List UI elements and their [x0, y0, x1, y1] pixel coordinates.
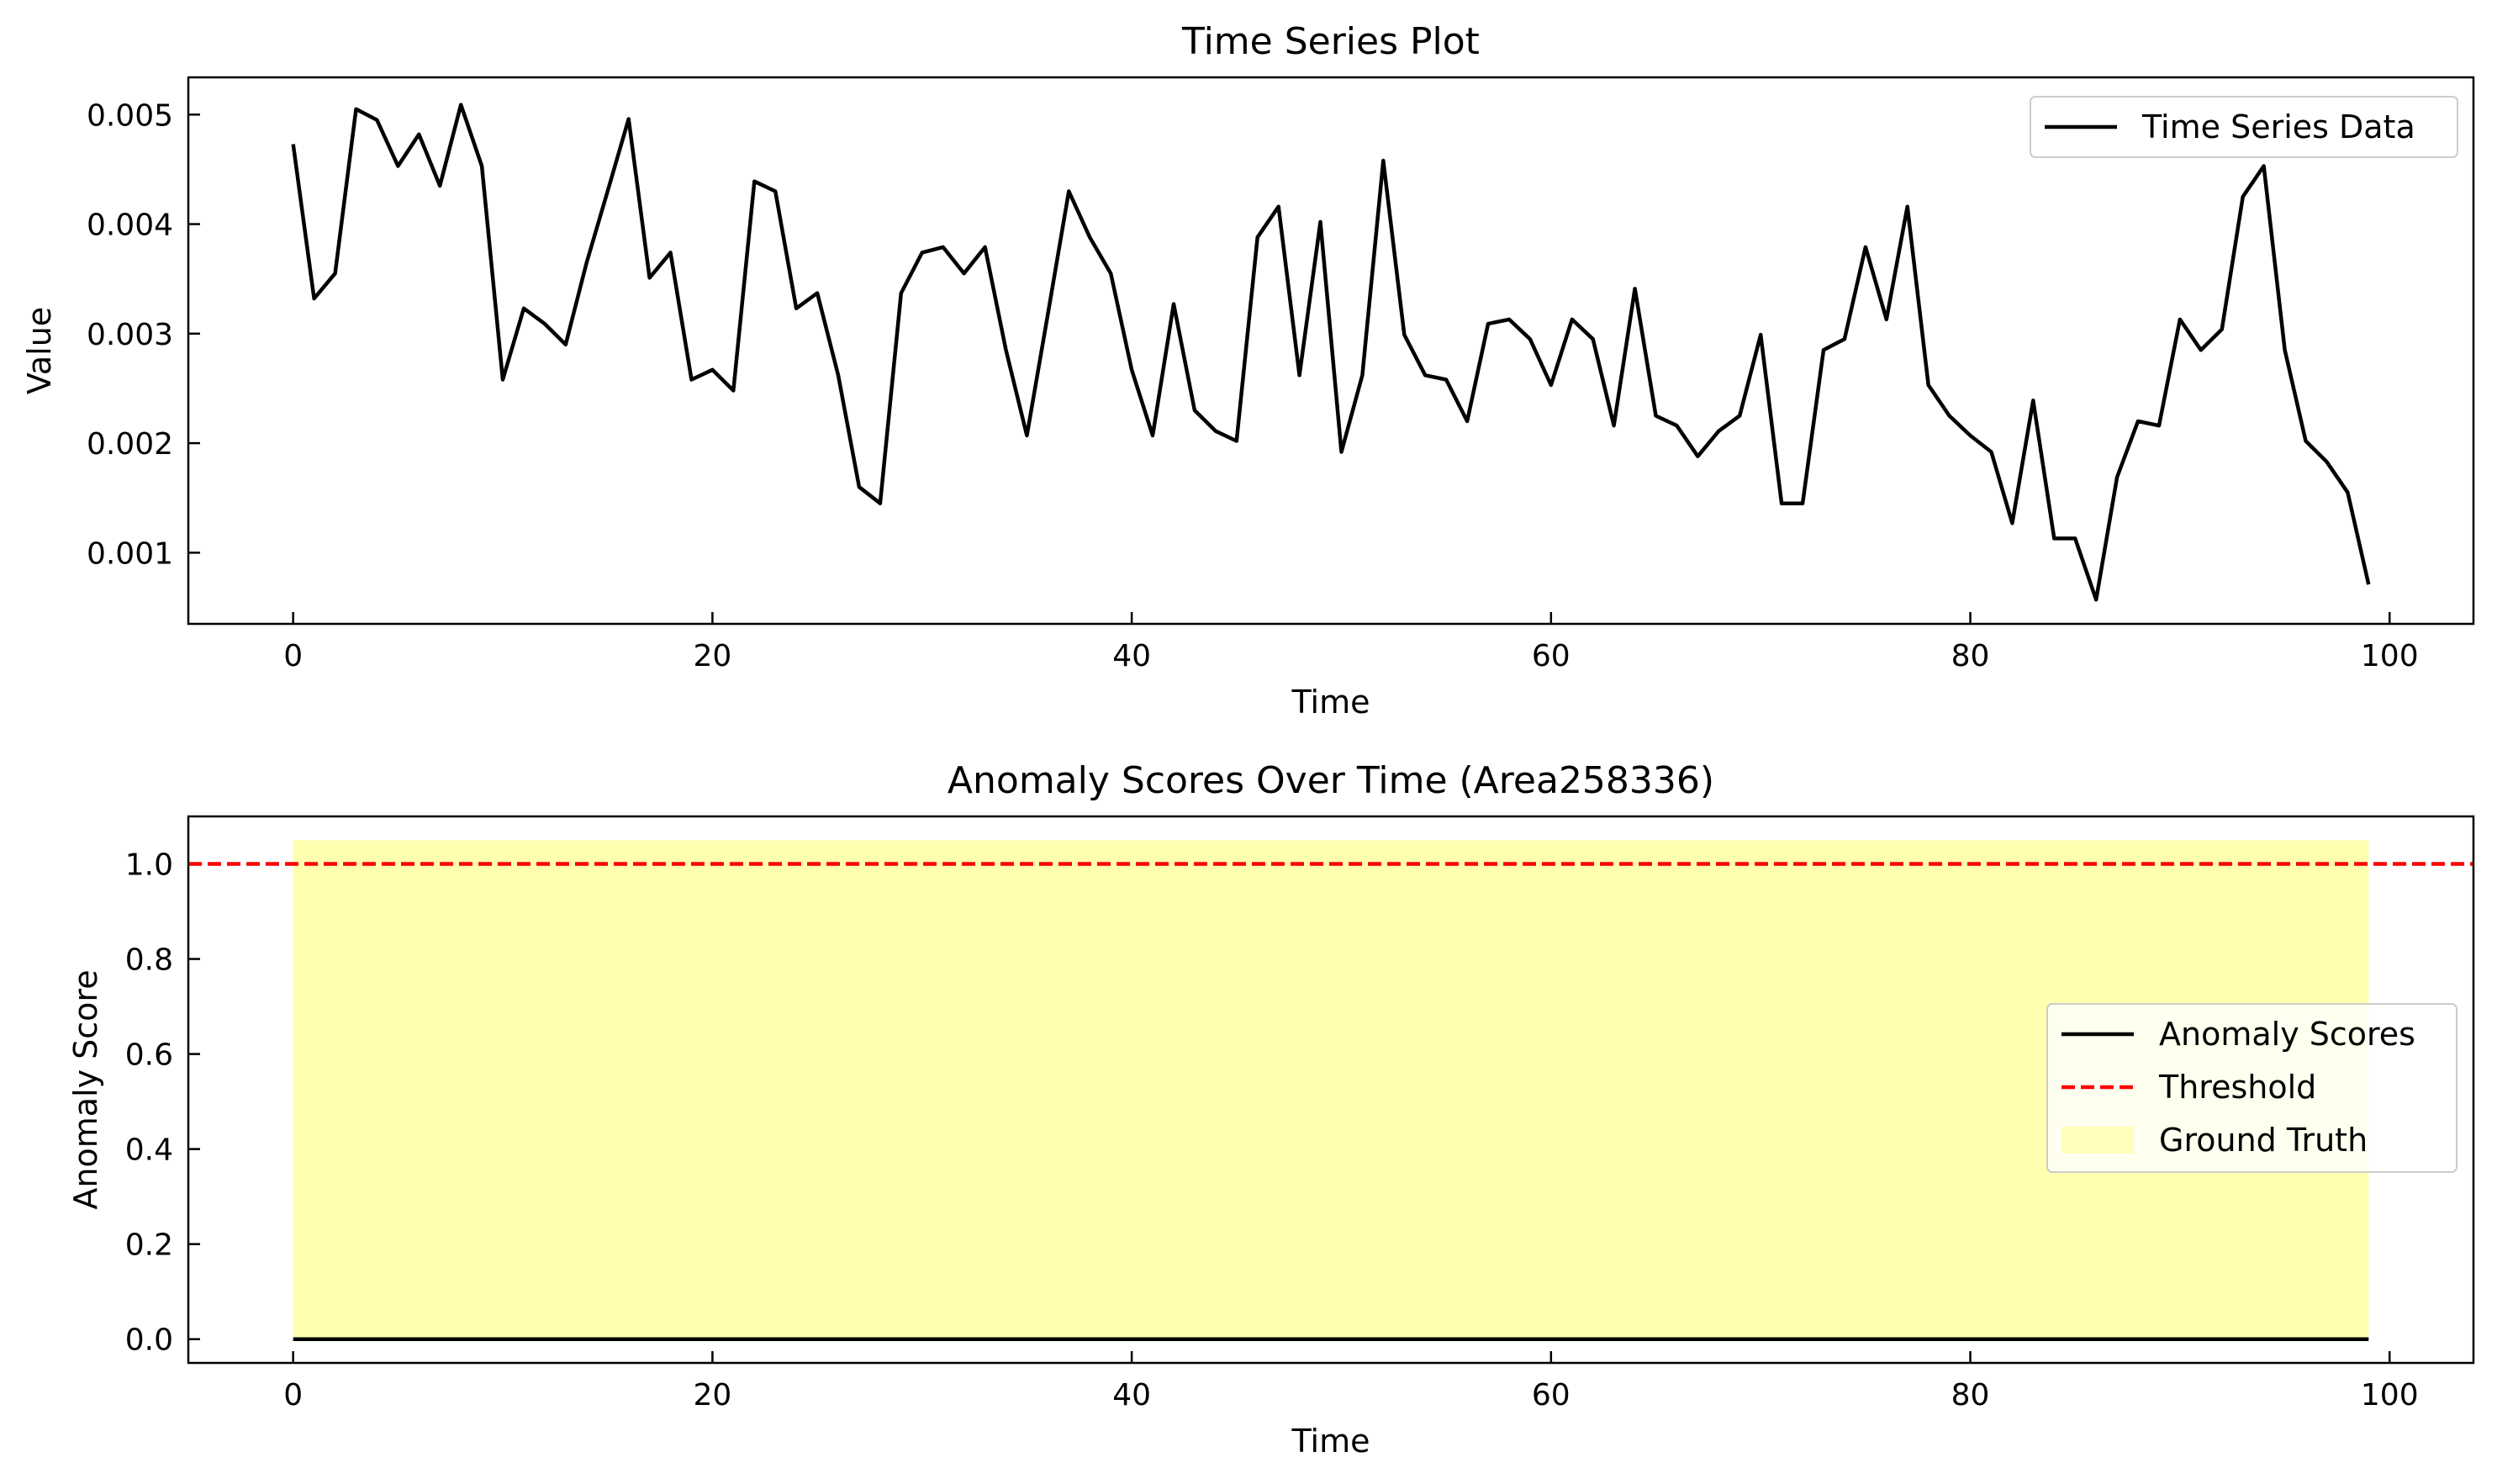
time-series-ytick-label: 0.003: [87, 318, 173, 352]
time-series-xlabel: Time: [1291, 684, 1370, 721]
anomaly-xtick-label: 100: [2361, 1378, 2419, 1413]
time-series-legend-box: [2030, 96, 2458, 158]
time-series-legend-label: Time Series Data: [2141, 108, 2415, 145]
anomaly-xtick-label: 20: [693, 1378, 731, 1413]
anomaly-legend-label-threshold: Threshold: [2158, 1069, 2316, 1106]
time-series-xtick-label: 0: [283, 639, 303, 673]
anomaly-xtick-label: 40: [1112, 1378, 1151, 1413]
time-series-xtick-label: 40: [1112, 639, 1151, 673]
ground-truth-region-layer: [293, 840, 2369, 1339]
anomaly-ylabel: Anomaly Score: [67, 969, 104, 1209]
time-series-xtick-label: 100: [2361, 639, 2419, 673]
time-series-ytick-label: 0.004: [87, 209, 173, 243]
time-series-xtick-label: 20: [693, 639, 731, 673]
anomaly-legend-swatch-ground-truth: [2061, 1127, 2134, 1154]
anomaly-ytick-label: 0.6: [125, 1038, 173, 1073]
anomaly-frame: [187, 815, 2475, 1365]
anomaly-ytick-label: 0.4: [125, 1133, 173, 1168]
time-series-ytick-label: 0.005: [87, 98, 173, 133]
time-series-tick-labels: 0 20 40 60 80 100 0.001 0.002 0.003 0.004 0.005: [87, 98, 2419, 673]
anomaly-tick-labels: 0 20 40 60 80 100 0.0 0.2 0.4 0.6 0.8 1.0: [125, 848, 2419, 1413]
anomaly-ytick-label: 0.2: [125, 1228, 173, 1263]
anomaly-ytick-label: 1.0: [125, 848, 173, 883]
time-series-ytick-label: 0.002: [87, 427, 173, 462]
time-series-legend: Time Series Data: [2030, 96, 2458, 158]
anomaly-xtick-label: 80: [1951, 1378, 1990, 1413]
ground-truth-region: [293, 840, 2369, 1339]
anomaly-legend-label-ground-truth: Ground Truth: [2159, 1122, 2368, 1159]
time-series-ticks: [188, 114, 2391, 624]
time-series-ylabel: Value: [21, 307, 58, 394]
time-series-title: Time Series Plot: [1181, 20, 1480, 63]
time-series-subplot: Time Series Plot 0 20 40 60 80 1000.0010.0020…: [21, 20, 2475, 721]
time-series-series-layer: [291, 103, 2371, 602]
anomaly-xtick-label: 60: [1532, 1378, 1571, 1413]
time-series-ytick-label: 0.001: [87, 536, 173, 571]
anomaly-xlabel: Time: [1291, 1423, 1370, 1460]
time-series-data-line: [291, 103, 2371, 602]
time-series-frame: [187, 76, 2475, 626]
time-series-xtick-label: 60: [1532, 639, 1571, 673]
anomaly-ytick-label: 0.8: [125, 943, 173, 978]
time-series-xtick-label: 80: [1951, 639, 1990, 673]
anomaly-subplot: Anomaly Scores Over Time (Area258336) 0 2…: [67, 759, 2475, 1460]
anomaly-series-layer: [188, 862, 2473, 1341]
anomaly-title: Anomaly Scores Over Time (Area258336): [948, 759, 1714, 802]
anomaly-legend: Anomaly Scores Threshold Ground Truth: [2046, 1003, 2457, 1173]
anomaly-legend-label-scores: Anomaly Scores: [2159, 1016, 2415, 1053]
anomaly-legend-box: [2046, 1003, 2457, 1173]
anomaly-xtick-label: 0: [283, 1378, 303, 1413]
anomaly-ytick-label: 0.0: [125, 1323, 173, 1358]
